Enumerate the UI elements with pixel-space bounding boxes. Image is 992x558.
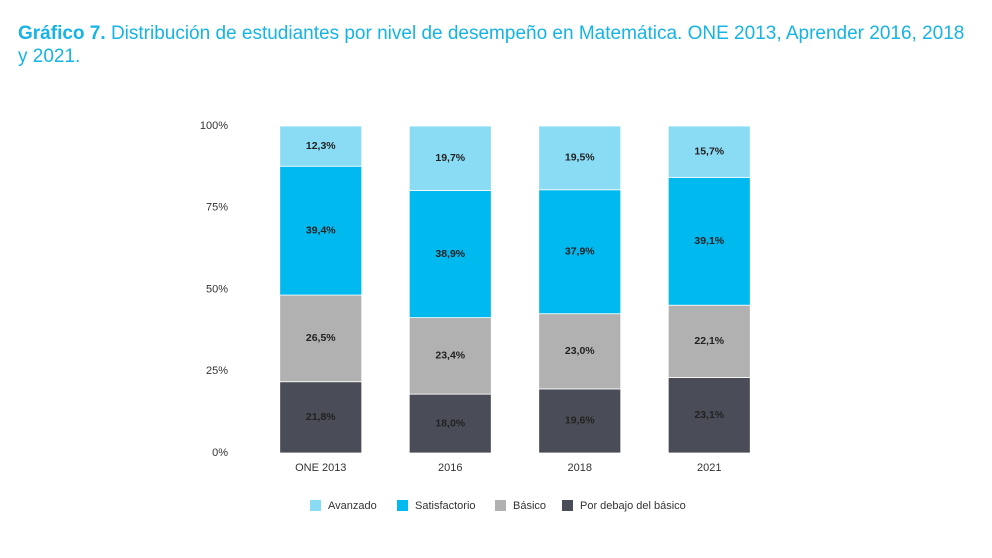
x-tick-label: 2016 [438,462,462,474]
bar-segment [279,381,363,454]
value-label: 38,9% [435,248,465,260]
bar-segment [279,294,363,383]
value-label: 15,7% [694,145,724,157]
chart-title: Gráfico 7. Distribución de estudiantes p… [18,22,978,68]
legend-label: Satisfactorio [415,500,476,512]
value-label: 12,3% [306,140,336,152]
value-label: 37,9% [565,246,595,258]
bar-segment [279,125,363,167]
bar-segment [408,125,492,191]
bar-segment [408,190,492,319]
bar-segment [667,304,751,378]
value-label: 39,1% [694,235,724,247]
title-label: Gráfico 7. [18,23,106,44]
value-label: 19,7% [435,152,465,164]
bar-segment [538,125,622,191]
value-label: 23,1% [694,409,724,421]
x-tick-label: 2021 [697,462,721,474]
y-tick-label: 50% [206,283,228,295]
y-tick-label: 75% [206,202,228,214]
y-tick-label: 25% [206,365,228,377]
y-tick-label: 100% [200,120,228,132]
legend-swatch [397,500,408,511]
legend-label: Por debajo del básico [580,500,686,512]
value-label: 18,0% [435,417,465,429]
legend-swatch [495,500,506,511]
bar-segment [538,313,622,390]
value-label: 26,5% [306,332,336,344]
bar-segment [667,377,751,454]
bar-segment [667,125,751,178]
value-label: 19,6% [565,415,595,427]
legend-swatch [562,500,573,511]
legend-label: Avanzado [328,500,377,512]
value-label: 23,4% [435,350,465,362]
legend-swatch [310,500,321,511]
value-label: 19,5% [565,152,595,164]
legend-label: Básico [513,500,546,512]
value-label: 23,0% [565,345,595,357]
value-label: 22,1% [694,335,724,347]
bar-segment [538,189,622,315]
bar-segment [667,176,751,306]
y-tick-label: 0% [212,447,228,459]
x-tick-label: ONE 2013 [295,462,346,474]
x-tick-label: 2018 [568,462,592,474]
title-text: Distribución de estudiantes por nivel de… [18,23,965,67]
value-label: 39,4% [306,224,336,236]
bar-segment [538,388,622,454]
value-label: 21,8% [306,411,336,423]
